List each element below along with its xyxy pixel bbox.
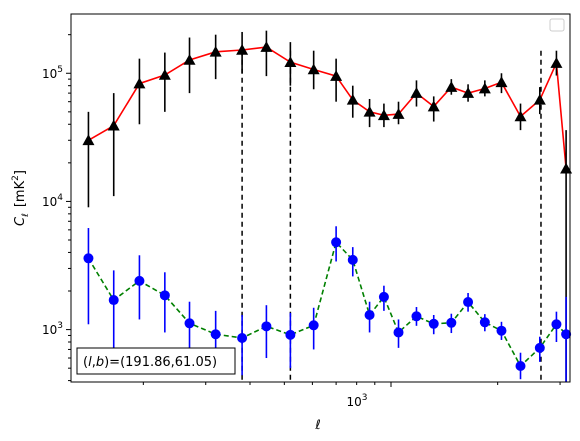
data-point-circle [551, 319, 562, 330]
data-point-circle [561, 329, 572, 340]
data-point-circle [515, 360, 526, 371]
data-point-triangle [82, 134, 95, 146]
data-point-triangle [427, 100, 440, 112]
data-point-triangle [560, 162, 573, 174]
data-point-circle [411, 311, 422, 322]
y-axis-tick-label: 103 [42, 321, 63, 337]
data-point-circle [463, 297, 474, 308]
data-point-circle [210, 329, 221, 340]
data-point-circle [285, 329, 296, 340]
data-point-triangle [533, 93, 546, 105]
data-point-circle [237, 332, 248, 343]
data-point-triangle [410, 87, 423, 98]
plot-area [82, 30, 573, 382]
data-point-circle [393, 327, 404, 338]
data-point-triangle [133, 77, 146, 89]
data-point-circle [108, 295, 119, 306]
data-point-triangle [377, 109, 390, 121]
data-point-triangle [550, 57, 563, 68]
data-point-circle [446, 317, 457, 328]
tick-marks [66, 34, 561, 387]
data-point-triangle [183, 53, 196, 65]
data-point-circle [364, 309, 375, 320]
data-point-triangle [236, 43, 249, 55]
data-point-triangle [307, 63, 320, 75]
data-point-triangle [330, 70, 343, 81]
data-point-circle [184, 318, 195, 329]
data-point-circle [159, 290, 170, 301]
data-point-triangle [346, 93, 359, 105]
annotation-box: (l,b)=(191.86,61.05) [76, 347, 236, 375]
data-point-circle [134, 275, 145, 286]
annotation-text: (l,b)=(191.86,61.05) [83, 355, 217, 370]
data-point-circle [331, 237, 342, 248]
data-point-triangle [392, 108, 405, 119]
data-point-triangle [495, 76, 508, 88]
x-axis-label: ℓ [314, 418, 320, 433]
axes-frame [70, 13, 571, 383]
data-point-triangle [514, 110, 527, 122]
data-point-triangle [158, 68, 171, 80]
data-point-circle [479, 317, 490, 328]
data-point-circle [496, 325, 507, 336]
data-point-triangle [284, 56, 297, 67]
data-point-triangle [260, 41, 273, 52]
data-point-triangle [478, 82, 491, 94]
data-point-triangle [107, 119, 120, 131]
data-point-triangle [462, 87, 475, 98]
y-axis-tick-label: 105 [42, 65, 63, 81]
data-point-triangle [363, 105, 376, 117]
data-point-circle [534, 342, 545, 353]
data-point-circle [308, 320, 319, 331]
data-point-triangle [209, 45, 222, 57]
x-axis-tick-label: 103 [346, 393, 367, 409]
y-axis-tick-label: 104 [42, 193, 63, 209]
data-point-circle [261, 321, 272, 332]
data-point-circle [428, 318, 439, 329]
data-point-circle [83, 253, 94, 264]
data-point-circle [347, 254, 358, 265]
data-point-triangle [445, 81, 458, 92]
legend-box [549, 18, 565, 32]
data-point-circle [378, 291, 389, 302]
y-axis-label: Cℓ[mK2] [11, 170, 31, 226]
